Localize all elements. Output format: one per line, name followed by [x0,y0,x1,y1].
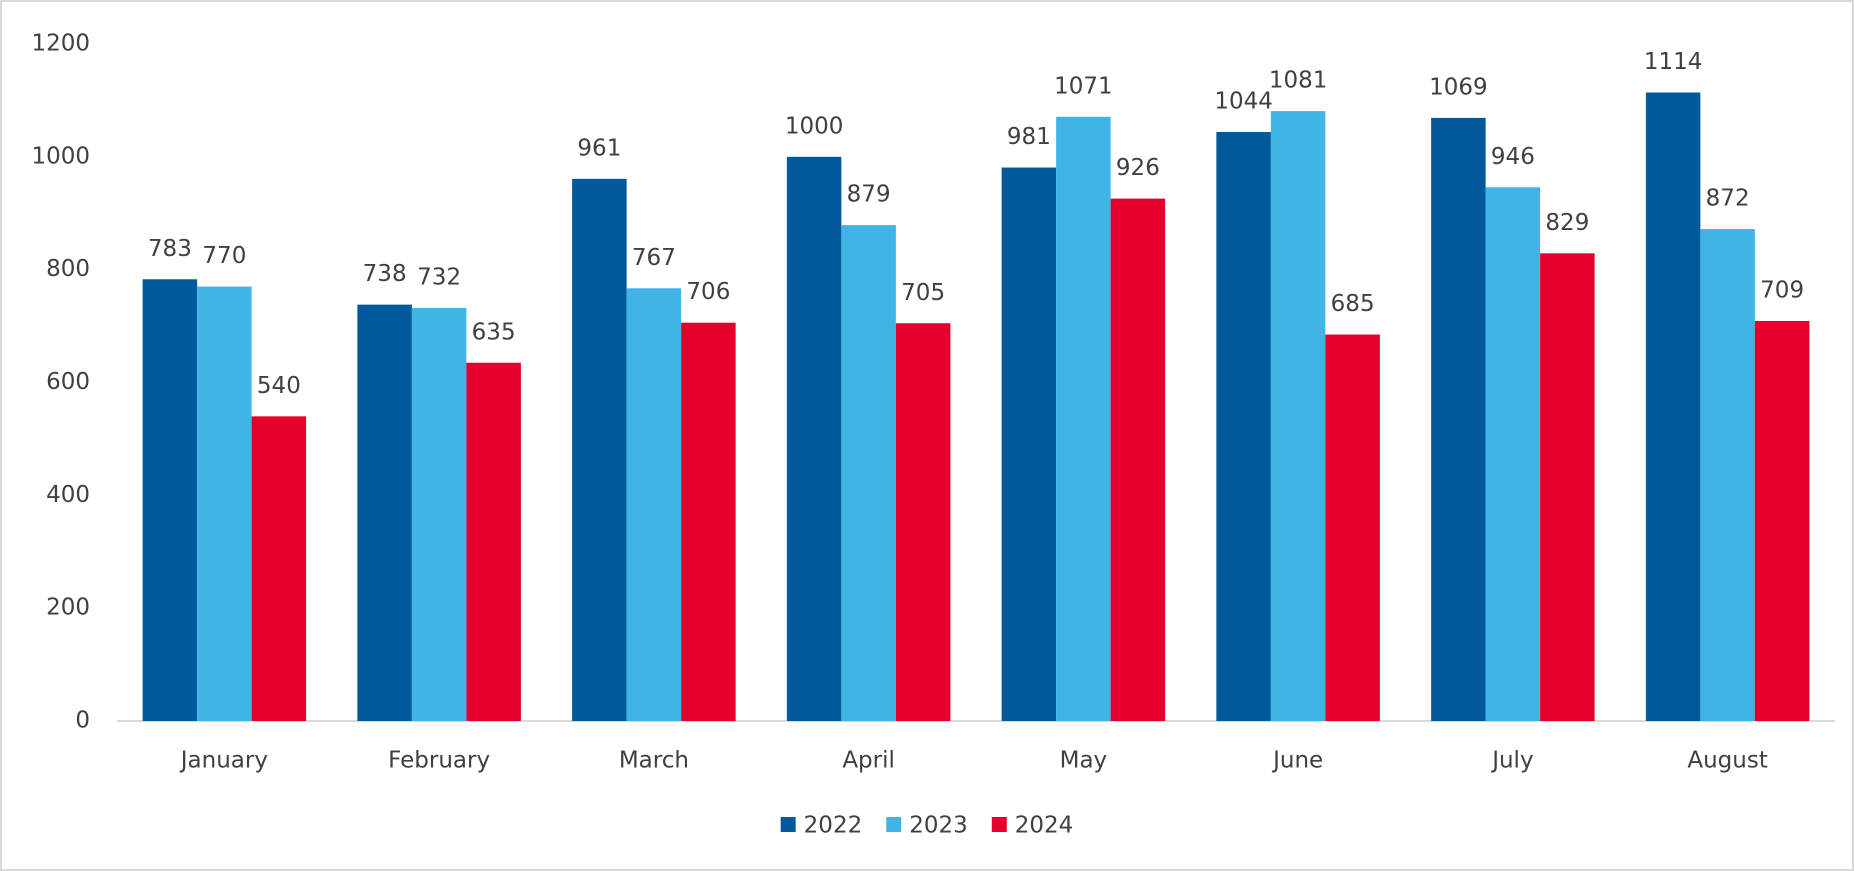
legend-label: 2024 [1015,813,1074,839]
data-label: 709 [1760,278,1804,304]
bar [1325,334,1380,721]
data-label: 685 [1331,291,1375,317]
legend-label: 2023 [909,813,968,839]
x-tick-label: April [842,748,895,774]
x-tick-label: February [388,748,490,774]
bar [411,308,467,721]
x-tick-label: May [1060,748,1108,774]
x-tick-label: June [1271,748,1323,774]
bar [786,156,842,722]
data-label: 1000 [785,113,844,139]
bar [466,362,521,721]
bar [357,304,412,721]
data-label: 732 [417,265,461,291]
data-label: 540 [257,373,301,399]
legend-swatch [991,817,1007,832]
bar [1754,321,1810,721]
data-label: 829 [1545,210,1589,236]
data-label: 872 [1706,186,1750,212]
bar [142,279,198,721]
y-tick-label: 800 [46,256,90,282]
x-tick-label: January [179,748,268,774]
data-label: 635 [472,319,516,345]
y-tick-label: 200 [46,595,90,621]
legend-label: 2022 [804,813,863,839]
bar [1216,132,1271,721]
x-tick-label: August [1687,748,1768,774]
bar [1700,229,1755,721]
y-tick-label: 600 [46,369,90,395]
data-label: 783 [148,236,192,262]
bar [1540,253,1595,721]
bar [681,322,736,721]
bar [1056,116,1111,722]
data-label: 1071 [1054,73,1113,99]
data-label: 705 [901,280,945,306]
data-label: 879 [847,182,891,208]
bar [841,225,896,721]
legend-swatch [886,817,902,832]
bar [1645,92,1701,722]
legend-swatch [780,817,796,832]
data-label: 946 [1491,144,1535,170]
bar [626,288,682,721]
data-label: 926 [1116,155,1160,181]
y-tick-label: 400 [46,482,90,508]
x-tick-label: July [1490,748,1533,774]
x-tick-label: March [619,748,689,774]
bar [1270,111,1326,721]
data-label: 981 [1007,124,1051,150]
data-label: 738 [363,261,407,287]
bar [197,286,252,721]
data-label: 961 [577,135,621,161]
y-tick-label: 1000 [31,143,90,169]
data-label: 770 [202,243,246,269]
data-label: 1044 [1214,89,1273,115]
bar [1485,187,1541,721]
bar [572,178,627,722]
data-label: 706 [686,279,730,305]
y-tick-label: 1200 [31,31,90,57]
bar [1110,198,1166,721]
data-label: 1081 [1269,68,1328,94]
data-label: 1114 [1644,49,1703,75]
y-tick-label: 0 [75,708,90,734]
bar [1431,117,1486,722]
bar [895,323,951,721]
bar [251,416,307,721]
bar [1001,167,1057,722]
data-label: 1069 [1429,74,1488,100]
data-label: 767 [632,245,676,271]
